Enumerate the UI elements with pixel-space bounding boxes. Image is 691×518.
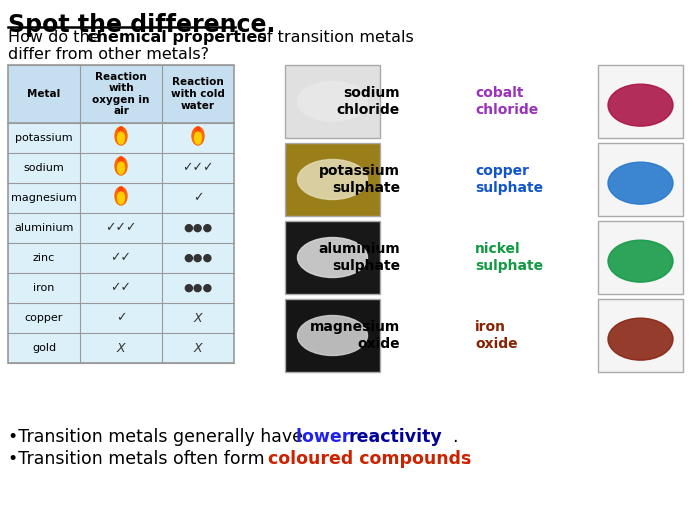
Text: iron: iron: [33, 283, 55, 293]
Text: magnesium
oxide: magnesium oxide: [310, 321, 400, 351]
Ellipse shape: [117, 132, 124, 144]
Bar: [598, 221, 683, 294]
Text: magnesium: magnesium: [11, 193, 77, 203]
Ellipse shape: [298, 315, 368, 355]
Text: zinc: zinc: [33, 253, 55, 263]
Ellipse shape: [192, 127, 204, 145]
Bar: [285, 299, 380, 372]
Ellipse shape: [119, 187, 123, 193]
Bar: [598, 299, 683, 372]
Bar: [8, 65, 234, 123]
Bar: [598, 143, 683, 216]
Ellipse shape: [608, 84, 673, 126]
Text: •Transition metals often form: •Transition metals often form: [8, 450, 270, 468]
Text: chemical properties: chemical properties: [87, 30, 267, 45]
Text: reactivity: reactivity: [349, 428, 443, 446]
Text: copper
sulphate: copper sulphate: [475, 164, 543, 195]
Text: differ from other metals?: differ from other metals?: [8, 47, 209, 62]
Bar: [285, 221, 380, 294]
Text: X: X: [193, 311, 202, 324]
Text: potassium: potassium: [15, 133, 73, 143]
Text: ●●●: ●●●: [183, 253, 213, 263]
Text: X: X: [193, 341, 202, 354]
Ellipse shape: [298, 237, 368, 278]
Bar: [8, 273, 234, 303]
Ellipse shape: [115, 127, 127, 145]
Text: ●●●: ●●●: [183, 223, 213, 233]
Bar: [8, 65, 234, 363]
Bar: [285, 143, 380, 216]
Ellipse shape: [119, 127, 123, 133]
Ellipse shape: [298, 81, 368, 122]
Ellipse shape: [194, 132, 202, 144]
Text: ✓✓: ✓✓: [111, 252, 131, 265]
Ellipse shape: [115, 157, 127, 175]
Bar: [8, 303, 234, 333]
Text: ✓: ✓: [193, 192, 203, 205]
Text: cobalt
chloride: cobalt chloride: [475, 87, 538, 117]
Bar: [8, 243, 234, 273]
Text: lower: lower: [296, 428, 357, 446]
Text: Reaction
with cold
water: Reaction with cold water: [171, 77, 225, 111]
Text: ●●●: ●●●: [183, 283, 213, 293]
Text: Metal: Metal: [28, 89, 61, 99]
Text: ✓✓✓: ✓✓✓: [182, 162, 214, 175]
Bar: [8, 153, 234, 183]
Ellipse shape: [119, 157, 123, 163]
Text: gold: gold: [32, 343, 56, 353]
Ellipse shape: [115, 187, 127, 205]
Bar: [8, 213, 234, 243]
Text: ✓✓: ✓✓: [111, 281, 131, 295]
Ellipse shape: [608, 162, 673, 204]
Text: How do the: How do the: [8, 30, 105, 45]
Ellipse shape: [608, 240, 673, 282]
Text: iron
oxide: iron oxide: [475, 321, 518, 351]
Text: potassium
sulphate: potassium sulphate: [319, 164, 400, 195]
Text: nickel
sulphate: nickel sulphate: [475, 242, 543, 272]
Ellipse shape: [117, 192, 124, 204]
Text: sodium: sodium: [23, 163, 64, 173]
Text: •Transition metals generally have: •Transition metals generally have: [8, 428, 308, 446]
Ellipse shape: [196, 127, 200, 133]
Text: aluminium
sulphate: aluminium sulphate: [319, 242, 400, 272]
Ellipse shape: [608, 318, 673, 360]
Text: ✓✓✓: ✓✓✓: [105, 222, 137, 235]
Ellipse shape: [298, 160, 368, 199]
Text: .: .: [452, 428, 457, 446]
Text: coloured compounds: coloured compounds: [268, 450, 471, 468]
Text: Spot the difference.: Spot the difference.: [8, 13, 276, 37]
Bar: [8, 333, 234, 363]
Text: of transition metals: of transition metals: [252, 30, 414, 45]
Text: ✓: ✓: [116, 311, 126, 324]
Text: copper: copper: [25, 313, 63, 323]
Bar: [8, 183, 234, 213]
Text: sodium
chloride: sodium chloride: [337, 87, 400, 117]
Ellipse shape: [117, 162, 124, 174]
Text: aluminium: aluminium: [15, 223, 74, 233]
Text: X: X: [117, 341, 125, 354]
Text: Reaction
with
oxygen in
air: Reaction with oxygen in air: [93, 71, 150, 117]
Bar: [8, 123, 234, 153]
Bar: [598, 65, 683, 138]
Bar: [285, 65, 380, 138]
Text: .: .: [465, 450, 471, 468]
